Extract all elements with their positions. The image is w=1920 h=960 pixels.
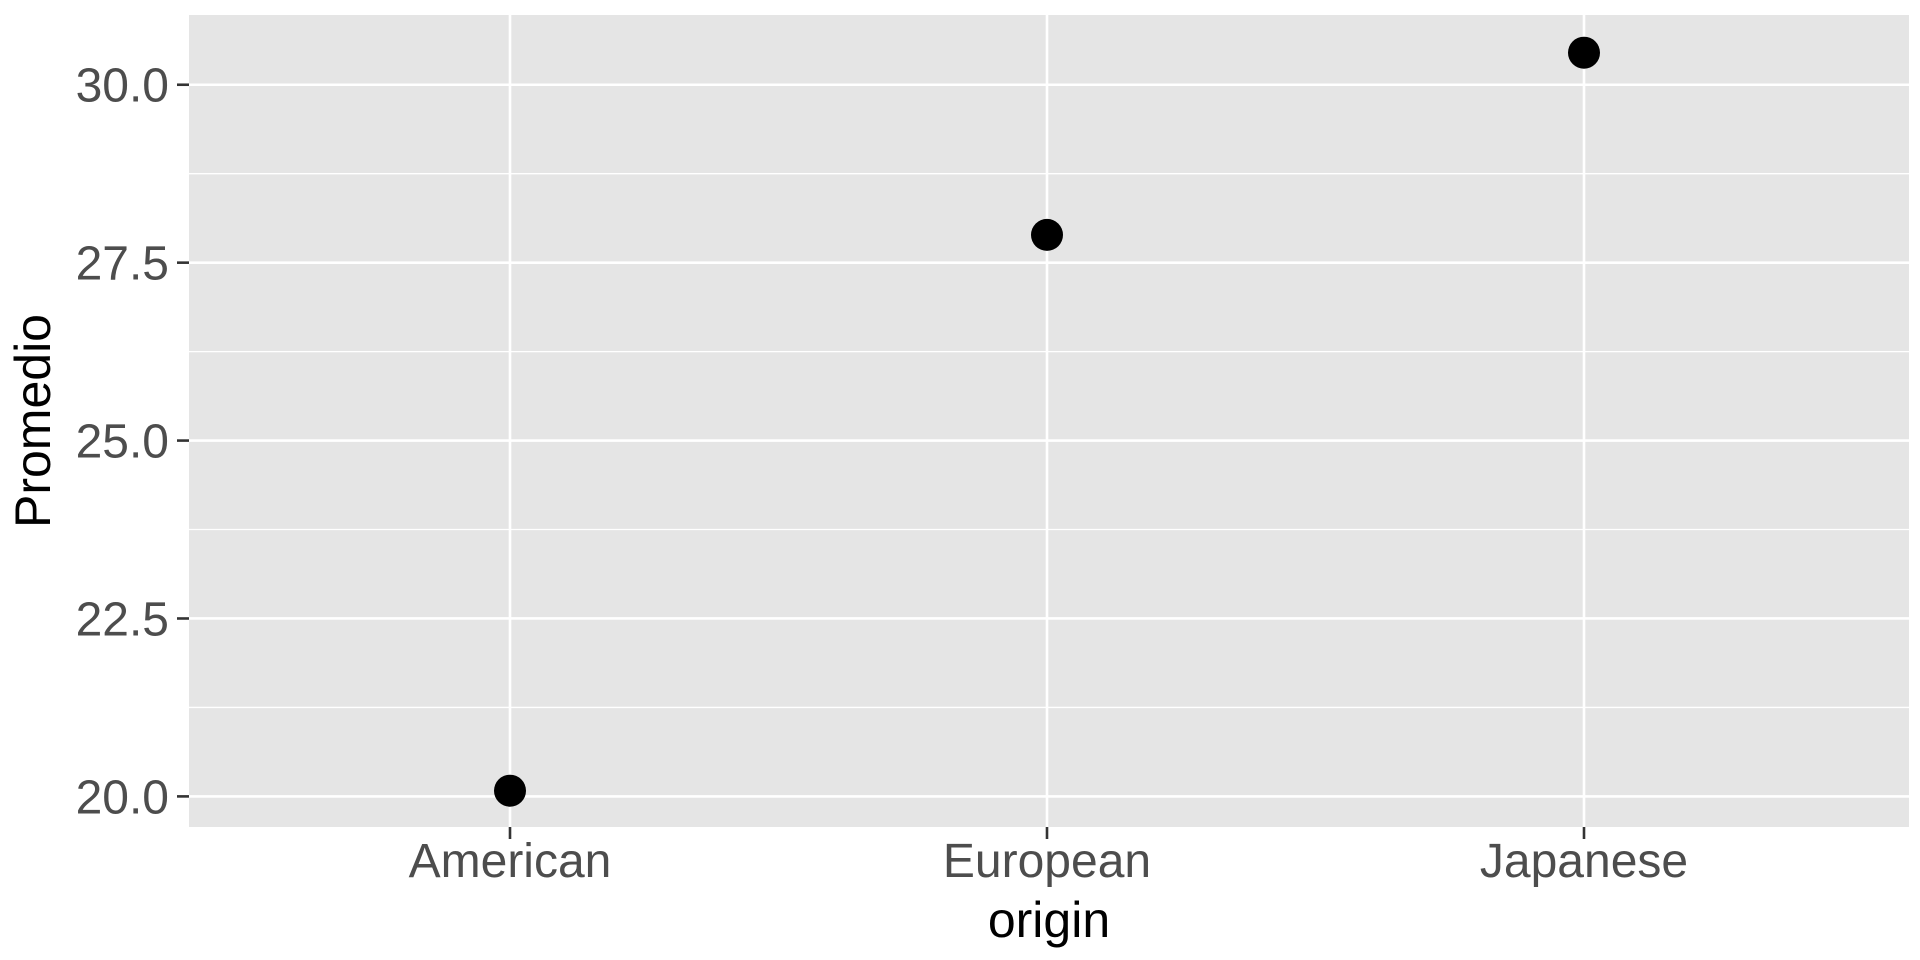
y-tick-label: 27.5 xyxy=(76,238,169,291)
y-tick-label: 22.5 xyxy=(76,593,169,646)
data-point xyxy=(494,774,526,807)
y-tick-labels: 20.0 22.5 25.0 27.5 30.0 xyxy=(76,60,169,825)
y-tick-label: 30.0 xyxy=(76,60,169,113)
axis-ticks xyxy=(177,83,1586,839)
y-tick-label: 20.0 xyxy=(76,771,169,824)
data-point xyxy=(1568,36,1600,69)
x-tick-labels: American European Japanese xyxy=(409,835,1688,888)
data-point xyxy=(1031,218,1063,251)
y-tick-label: 25.0 xyxy=(76,416,169,469)
y-axis-title: Promedio xyxy=(5,314,61,528)
grid-minor xyxy=(189,173,1909,709)
x-axis-title: origin xyxy=(988,892,1110,948)
x-tick-label: American xyxy=(409,835,612,888)
x-tick-label: Japanese xyxy=(1480,835,1688,888)
data-points xyxy=(494,36,1600,807)
grid-major xyxy=(189,15,1909,827)
plot-panel xyxy=(189,15,1909,827)
x-tick-label: European xyxy=(943,835,1151,888)
